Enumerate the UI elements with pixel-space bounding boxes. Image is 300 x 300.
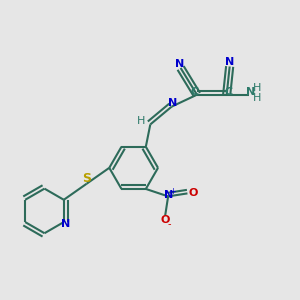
Text: H: H xyxy=(136,116,145,127)
Text: -: - xyxy=(168,219,171,229)
Text: +: + xyxy=(169,187,176,196)
Text: C: C xyxy=(190,87,199,97)
Text: C: C xyxy=(225,87,233,97)
Text: N: N xyxy=(175,58,184,68)
Text: N: N xyxy=(61,219,70,229)
Text: N: N xyxy=(225,57,234,67)
Text: N: N xyxy=(164,190,173,200)
Text: H: H xyxy=(253,93,262,103)
Text: O: O xyxy=(188,188,197,198)
Text: N: N xyxy=(246,87,255,97)
Text: H: H xyxy=(253,83,262,93)
Text: O: O xyxy=(160,215,170,225)
Text: N: N xyxy=(168,98,177,108)
Text: S: S xyxy=(82,172,91,185)
